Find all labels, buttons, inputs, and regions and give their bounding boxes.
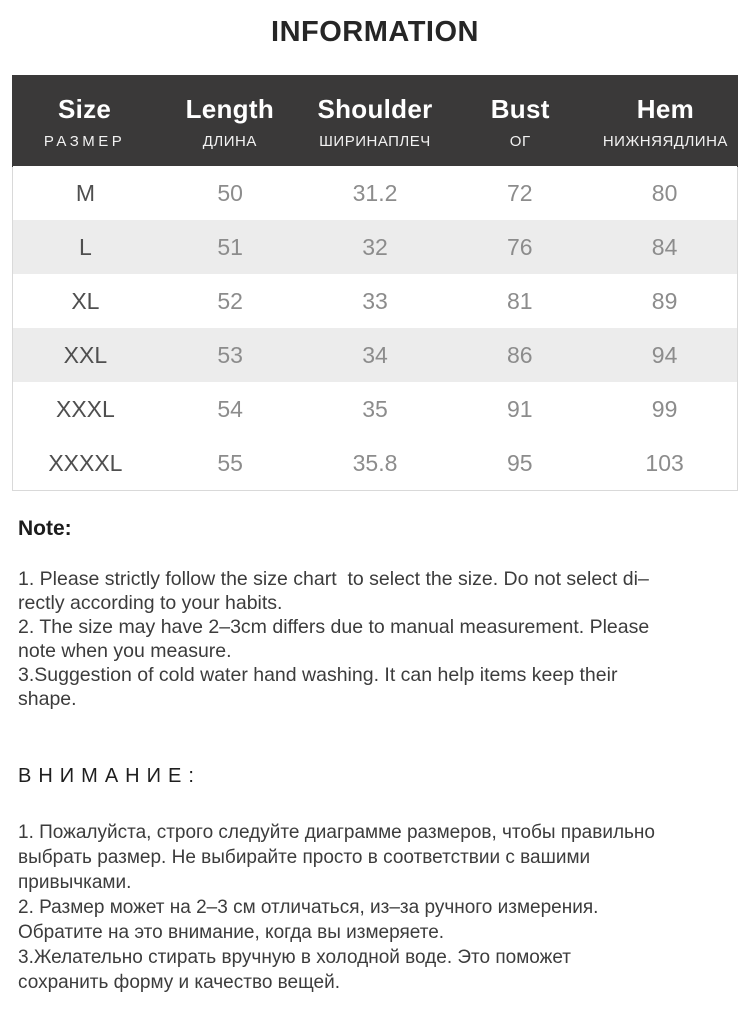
measurement-value: 95	[506, 449, 533, 476]
size-label: XXXXL	[48, 449, 123, 476]
note-item-2: 2. The size may have 2–3cm differs due t…	[18, 616, 650, 662]
size-label: XL	[71, 287, 100, 314]
note-section-english: Note: 1. Please strictly follow the size…	[18, 517, 730, 711]
measurement-value: 50	[217, 179, 243, 206]
size-row-l: L 51 32 76 84	[13, 220, 737, 274]
column-header-size: Size РАЗМЕР	[12, 94, 157, 150]
note-item-1: 1. Please strictly follow the size chart…	[18, 568, 649, 614]
size-row-xxl: XXL 53 34 86 94	[13, 328, 737, 382]
measurement-value: 84	[651, 233, 678, 260]
size-information-page: INFORMATION Size РАЗМЕР Length ДЛИНА Sho…	[0, 16, 750, 1016]
attention-item-2: 2. Размер может на 2–3 см отличаться, из…	[18, 897, 599, 943]
column-header-size-en: Size	[57, 94, 112, 124]
measurement-value: 76	[506, 233, 533, 260]
attention-item-1: 1. Пожалуйста, строго следуйте диаграмме…	[18, 822, 655, 893]
size-chart-body: M 50 31.2 72 80 L 51 32 76 84 XL 52 33 81 89 XXL 53 34 86 9…	[13, 166, 737, 490]
column-header-size-ru: РАЗМЕР	[43, 133, 126, 150]
note-heading: Note:	[18, 517, 72, 540]
column-header-length-en: Length	[185, 94, 275, 124]
measurement-value: 94	[651, 341, 678, 368]
measurement-value: 52	[217, 287, 243, 314]
size-row-xl: XL 52 33 81 89	[13, 274, 737, 328]
size-label: L	[79, 233, 92, 260]
size-label: XXL	[63, 341, 108, 368]
measurement-value: 72	[506, 179, 533, 206]
measurement-value: 91	[506, 395, 533, 422]
column-header-bust: Bust ОГ	[448, 94, 593, 150]
size-row-m: M 50 31.2 72 80	[13, 166, 737, 220]
measurement-value: 99	[651, 395, 678, 422]
attention-heading: ВНИМАНИЕ:	[18, 765, 201, 787]
column-header-shoulder-en: Shoulder	[317, 94, 433, 124]
size-chart-header-row: Size РАЗМЕР Length ДЛИНА Shoulder ШИРИНА…	[12, 75, 738, 167]
column-header-length-ru: ДЛИНА	[202, 133, 257, 150]
page-title: INFORMATION	[271, 16, 479, 48]
column-header-length: Length ДЛИНА	[157, 94, 302, 150]
attention-item-3: 3.Желательно стирать вручную в холодной …	[18, 947, 572, 993]
column-header-shoulder: Shoulder ШИРИНАПЛЕЧ	[302, 94, 447, 150]
measurement-value: 33	[362, 287, 388, 314]
measurement-value: 35.8	[352, 449, 398, 476]
size-row-xxxxl: XXXXL 55 35.8 95 103	[13, 436, 737, 490]
measurement-value: 32	[362, 233, 388, 260]
column-header-bust-ru: ОГ	[509, 133, 531, 150]
measurement-value: 80	[651, 179, 678, 206]
measurement-value: 54	[217, 395, 243, 422]
measurement-value: 86	[506, 341, 533, 368]
measurement-value: 31.2	[352, 179, 398, 206]
column-header-hem: Hem НИЖНЯЯДЛИНА	[593, 94, 738, 150]
size-label: XXXL	[55, 395, 115, 422]
measurement-value: 89	[651, 287, 678, 314]
column-header-hem-en: Hem	[636, 94, 695, 124]
column-header-shoulder-ru: ШИРИНАПЛЕЧ	[319, 133, 431, 150]
size-row-xxxl: XXXL 54 35 91 99	[13, 382, 737, 436]
measurement-value: 53	[217, 341, 243, 368]
measurement-value: 55	[217, 449, 243, 476]
measurement-value: 81	[506, 287, 533, 314]
measurement-value: 35	[362, 395, 388, 422]
size-label: M	[75, 179, 95, 206]
measurement-value: 51	[217, 233, 243, 260]
column-header-bust-en: Bust	[490, 94, 550, 124]
measurement-value: 103	[645, 449, 684, 476]
size-chart-table: Size РАЗМЕР Length ДЛИНА Shoulder ШИРИНА…	[12, 75, 738, 491]
note-item-3: 3.Suggestion of cold water hand washing.…	[18, 664, 618, 710]
measurement-value: 34	[362, 341, 388, 368]
note-section-russian: ВНИМАНИЕ: 1. Пожалуйста, строго следуйте…	[18, 765, 730, 995]
column-header-hem-ru: НИЖНЯЯДЛИНА	[602, 133, 728, 150]
